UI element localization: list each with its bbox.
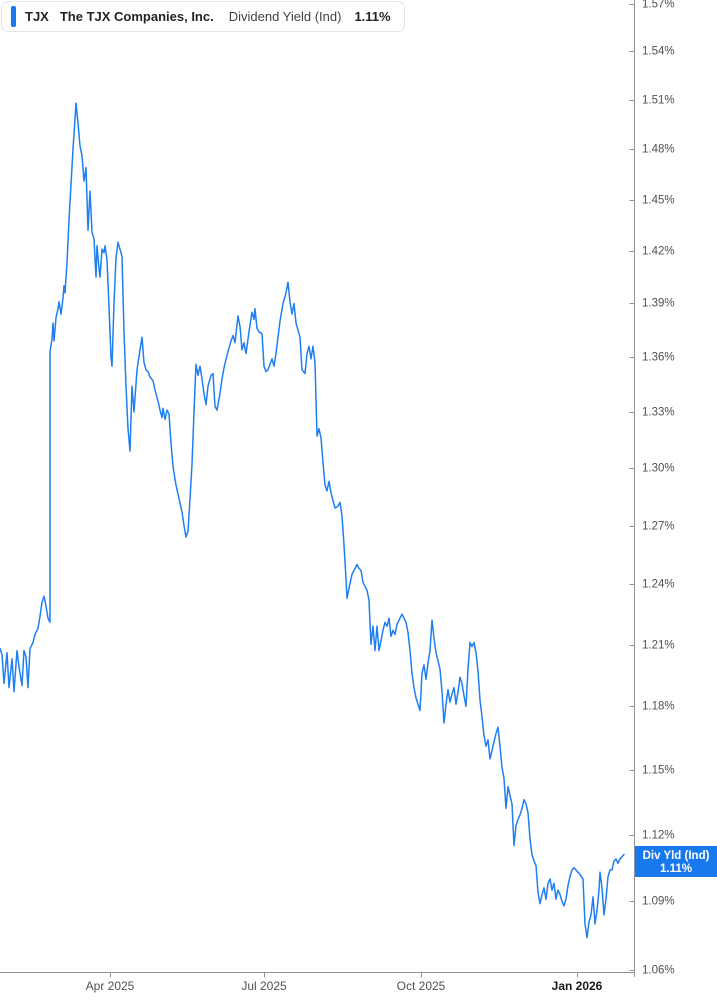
y-tick-label: 1.57% [642,0,675,11]
ticker-symbol: TJX [25,9,49,24]
metric-value: 1.11% [354,9,391,24]
y-tick-label: 1.06% [642,965,675,977]
y-tick-label: 1.30% [642,463,675,475]
last-value-badge-value: 1.11% [660,863,692,875]
y-tick-label: 1.33% [642,407,675,419]
y-tick-label: 1.27% [642,521,675,533]
x-tick-label: Jan 2026 [552,979,603,993]
y-tick-label: 1.36% [642,352,675,364]
x-tick-label: Jul 2025 [241,979,287,993]
y-tick-label: 1.45% [642,195,675,207]
last-value-badge [635,846,717,877]
y-tick-label: 1.12% [642,830,675,842]
metric-label: Dividend Yield (Ind) [228,9,342,24]
y-tick-label: 1.39% [642,298,675,310]
y-tick-label: 1.24% [642,579,675,591]
y-tick-label: 1.48% [642,144,675,156]
y-tick-label: 1.51% [642,95,675,107]
chart-legend-card[interactable]: TJX The TJX Companies, Inc. Dividend Yie… [1,1,405,32]
last-value-badge-label: Div Yld (Ind) [643,850,710,862]
y-tick-label: 1.42% [642,246,675,258]
y-tick-label: 1.18% [642,701,675,713]
x-tick-label: Oct 2025 [397,979,446,993]
y-tick-label: 1.54% [642,46,675,58]
company-name: The TJX Companies, Inc. [59,9,214,24]
y-tick-label: 1.09% [642,896,675,908]
y-tick-label: 1.21% [642,640,675,652]
series-line [0,102,625,939]
y-tick-label: 1.15% [642,765,675,777]
series-color-accent-bar [11,6,16,27]
x-tick-label: Apr 2025 [86,979,135,993]
